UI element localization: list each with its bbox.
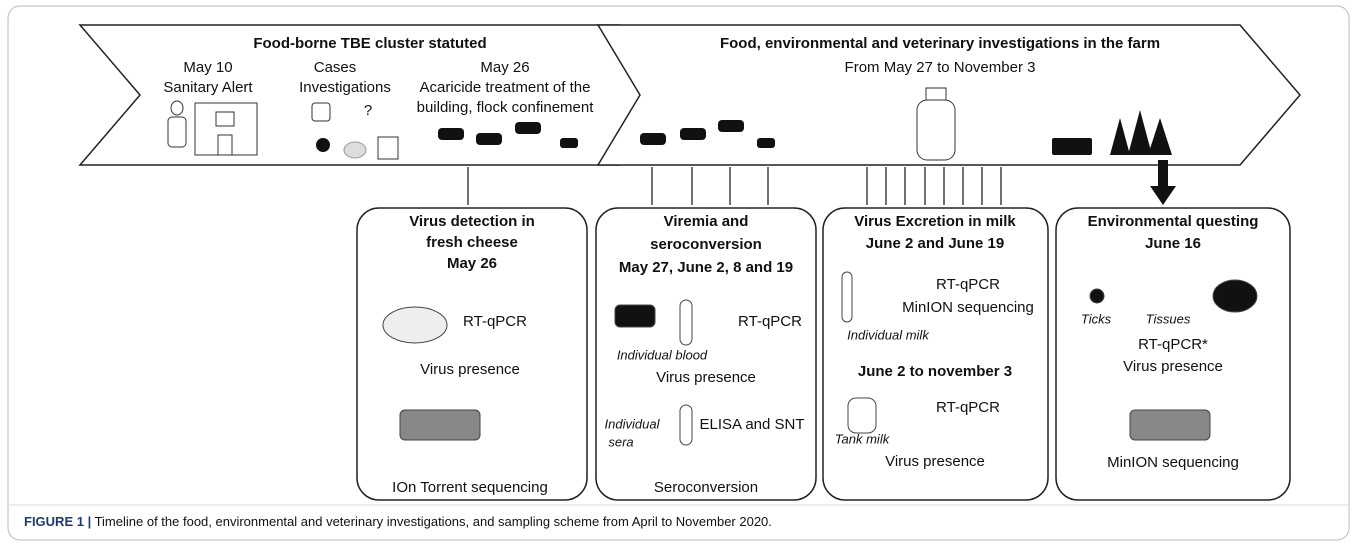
box-title: Virus detection in bbox=[409, 213, 535, 230]
icons bbox=[167, 100, 399, 160]
box-title: seroconversion bbox=[650, 236, 762, 253]
right-subtitle: From May 27 to November 3 bbox=[845, 59, 1036, 76]
box-title: fresh cheese bbox=[426, 234, 518, 251]
event-date: May 10 bbox=[183, 59, 232, 76]
event-mark: ? bbox=[364, 102, 372, 119]
event-label: Acaricide treatment of the bbox=[420, 79, 591, 96]
caption: FIGURE 1 | Timeline of the food, environ… bbox=[24, 514, 772, 529]
caption-label: FIGURE 1 | bbox=[24, 514, 91, 529]
goats bbox=[316, 110, 1172, 159]
sequencing: MinION sequencing bbox=[1107, 454, 1239, 471]
sample: Individual blood bbox=[617, 347, 708, 362]
arrows bbox=[467, 160, 1168, 205]
tank bbox=[916, 87, 956, 161]
result: Seroconversion bbox=[654, 479, 758, 496]
box bbox=[595, 207, 817, 501]
event-date: May 26 bbox=[480, 59, 529, 76]
method: RT-qPCR bbox=[936, 276, 1000, 293]
box-title: June 16 bbox=[1145, 235, 1201, 252]
sample: Tissues bbox=[1146, 311, 1191, 326]
sample: Ticks bbox=[1081, 311, 1112, 326]
sample: sera bbox=[608, 434, 633, 449]
sample: Individual bbox=[605, 416, 661, 431]
box-title: June 2 and June 19 bbox=[866, 235, 1004, 252]
result: Virus presence bbox=[420, 361, 520, 378]
box bbox=[356, 207, 588, 501]
method: ELISA and SNT bbox=[699, 416, 804, 433]
box-title: May 26 bbox=[447, 255, 497, 272]
sequencing: IOn Torrent sequencing bbox=[392, 479, 548, 496]
event-label: Investigations bbox=[299, 79, 391, 96]
right-arrow bbox=[596, 24, 1301, 166]
box-title: Environmental questing bbox=[1088, 213, 1259, 230]
box bbox=[822, 207, 1049, 501]
box-icons bbox=[382, 271, 1258, 446]
event-label: Sanitary Alert bbox=[163, 79, 253, 96]
method: RT-qPCR bbox=[936, 399, 1000, 416]
method: RT-qPCR bbox=[738, 313, 802, 330]
method: RT-qPCR* bbox=[1138, 336, 1208, 353]
result: Virus presence bbox=[1123, 358, 1223, 375]
box-title: Viremia and bbox=[664, 213, 749, 230]
right-title: Food, environmental and veterinary inves… bbox=[720, 35, 1160, 52]
sequencing: MinION sequencing bbox=[902, 299, 1034, 316]
left-title: Food-borne TBE cluster statuted bbox=[253, 35, 486, 52]
box-title: May 27, June 2, 8 and 19 bbox=[619, 259, 793, 276]
box bbox=[1055, 207, 1291, 501]
arrow-head bbox=[1150, 186, 1176, 205]
result: Virus presence bbox=[885, 453, 985, 470]
method: RT-qPCR bbox=[463, 313, 527, 330]
sample: Tank milk bbox=[835, 431, 891, 446]
box-title: June 2 to november 3 bbox=[858, 363, 1012, 380]
sample: Individual milk bbox=[847, 327, 930, 342]
event-label: building, flock confinement bbox=[417, 99, 595, 116]
caption-text: Timeline of the food, environmental and … bbox=[91, 514, 772, 529]
box-title: Virus Excretion in milk bbox=[854, 213, 1016, 230]
event-date: Cases bbox=[314, 59, 357, 76]
result: Virus presence bbox=[656, 369, 756, 386]
